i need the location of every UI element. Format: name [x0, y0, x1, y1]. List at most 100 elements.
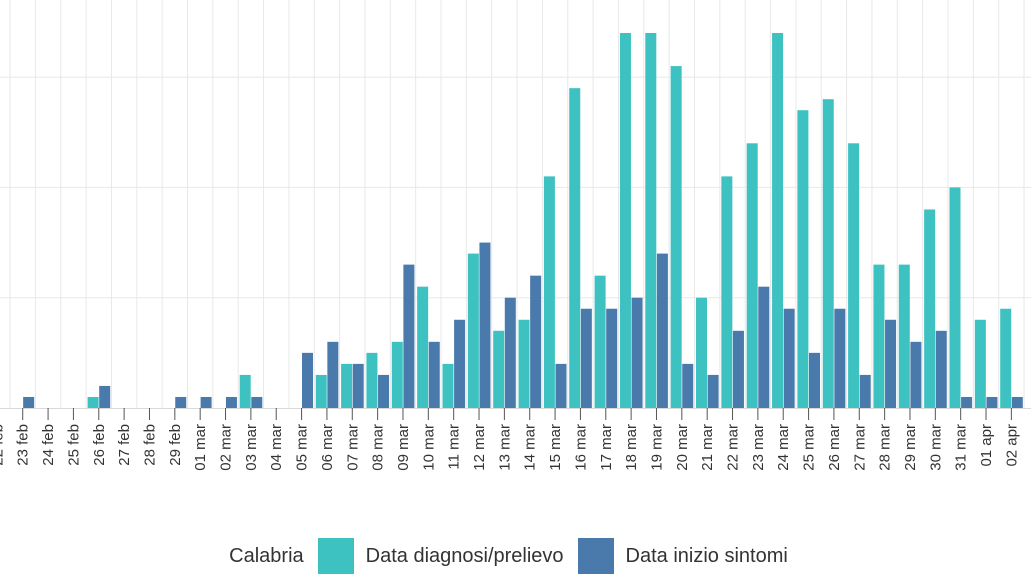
bar-diagnosi — [366, 352, 378, 408]
x-tick-label: 19 mar — [648, 424, 665, 471]
bar-diagnosi — [797, 110, 809, 409]
x-tick-label: 02 mar — [218, 424, 235, 471]
legend-title: Calabria — [229, 544, 304, 567]
bar-sintomi — [530, 275, 542, 408]
x-tick-label: 21 mar — [699, 424, 716, 471]
bar-sintomi — [1011, 396, 1023, 408]
bar-sintomi — [327, 341, 339, 408]
x-tick-label: 10 mar — [420, 424, 437, 471]
bar-diagnosi — [569, 88, 581, 408]
x-tick-label: 13 mar — [496, 424, 513, 471]
bar-sintomi — [910, 341, 922, 408]
bar-sintomi — [99, 385, 111, 408]
bar-sintomi — [707, 374, 719, 408]
x-tick-label: 05 mar — [294, 424, 311, 471]
bar-diagnosi — [1000, 308, 1012, 408]
x-tick-label: 17 mar — [598, 424, 615, 471]
bar-diagnosi — [746, 143, 758, 408]
bar-sintomi — [428, 341, 440, 408]
x-tick-label: 28 mar — [877, 424, 894, 471]
bar-diagnosi — [442, 363, 454, 408]
x-tick-label: 11 mar — [446, 424, 463, 470]
x-tick-label: 03 mar — [243, 424, 260, 471]
bar-sintomi — [175, 396, 187, 408]
bar-diagnosi — [594, 275, 606, 408]
bar-diagnosi — [417, 286, 429, 408]
x-tick-label: 12 mar — [471, 424, 488, 471]
x-tick-label: 06 mar — [319, 424, 336, 471]
x-tick-label: 09 mar — [395, 424, 412, 471]
bar-diagnosi — [518, 319, 530, 408]
bar-sintomi — [606, 308, 618, 408]
bar-diagnosi — [619, 33, 631, 408]
x-tick-label: 01 apr — [978, 424, 995, 467]
bar-diagnosi — [391, 341, 403, 408]
bar-sintomi — [859, 374, 871, 408]
legend-swatch-sintomi — [577, 538, 614, 574]
bar-diagnosi — [772, 33, 784, 408]
bar-diagnosi — [670, 66, 682, 409]
x-tick-label: 16 mar — [572, 424, 589, 471]
x-tick-label: 24 mar — [775, 424, 792, 471]
bar-diagnosi — [467, 253, 479, 408]
x-axis: 22 feb 23 feb 24 feb 25 feb 26 feb 27 feb 28 f… — [0, 408, 1031, 471]
bar-diagnosi — [493, 330, 505, 408]
bar-sintomi — [783, 308, 795, 408]
x-tick-label: 20 mar — [674, 424, 691, 471]
bars — [23, 33, 1023, 409]
legend-label-diagnosi: Data diagnosi/prelievo — [365, 544, 564, 567]
bar-sintomi — [200, 396, 212, 408]
bar-sintomi — [555, 363, 567, 408]
bar-diagnosi — [543, 176, 555, 408]
bar-diagnosi — [873, 264, 885, 408]
bar-diagnosi — [898, 264, 910, 408]
bar-sintomi — [656, 253, 668, 408]
x-tick-label: 27 mar — [851, 424, 868, 471]
x-tick-label: 01 mar — [192, 424, 209, 471]
bar-sintomi — [885, 319, 897, 408]
bar-sintomi — [352, 363, 364, 408]
x-tick-label: 25 mar — [801, 424, 818, 471]
bar-diagnosi — [974, 319, 986, 408]
bar-sintomi — [682, 363, 694, 408]
bar-diagnosi — [239, 374, 251, 408]
bar-diagnosi — [924, 209, 936, 408]
bar-diagnosi — [87, 396, 99, 408]
x-tick-label: 28 feb — [141, 424, 158, 466]
x-tick-label: 15 mar — [547, 424, 564, 471]
x-tick-label: 24 feb — [40, 424, 57, 466]
bar-sintomi — [403, 264, 415, 408]
x-tick-label: 26 feb — [91, 424, 108, 466]
x-tick-label: 31 mar — [953, 424, 970, 471]
bar-diagnosi — [949, 187, 961, 408]
x-tick-label: 14 mar — [522, 424, 539, 471]
bar-sintomi — [935, 330, 947, 408]
x-tick-label: 04 mar — [268, 424, 285, 471]
x-tick-label: 30 mar — [927, 424, 944, 471]
bar-sintomi — [378, 374, 390, 408]
legend-swatch-diagnosi — [317, 538, 354, 574]
bar-sintomi — [302, 352, 313, 408]
bar-sintomi — [809, 352, 820, 408]
bar-sintomi — [986, 396, 998, 408]
bar-diagnosi — [315, 374, 327, 408]
legend: Calabria Data diagnosi/prelievo Data ini… — [0, 536, 1031, 576]
bar-diagnosi — [696, 297, 707, 408]
x-tick-label: 02 apr — [1003, 424, 1020, 467]
bar-sintomi — [580, 308, 592, 408]
bar-sintomi — [732, 330, 744, 408]
bar-sintomi — [961, 396, 973, 408]
bar-diagnosi — [822, 99, 834, 409]
bar-sintomi — [454, 319, 466, 408]
x-tick-label: 22 mar — [725, 424, 742, 471]
bar-sintomi — [758, 286, 770, 408]
x-tick-label: 23 feb — [15, 424, 32, 466]
legend-item-diagnosi[interactable]: Data diagnosi/prelievo — [317, 538, 564, 574]
x-tick-label: 18 mar — [623, 424, 640, 471]
x-tick-label: 26 mar — [826, 424, 843, 471]
legend-item-sintomi[interactable]: Data inizio sintomi — [577, 538, 788, 574]
x-tick-label: 08 mar — [370, 424, 387, 471]
x-tick-label: 25 feb — [65, 424, 82, 466]
x-tick-label: 23 mar — [750, 424, 767, 471]
